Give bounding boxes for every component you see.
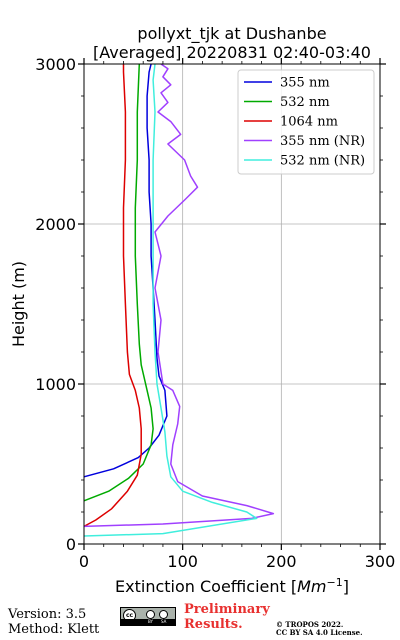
cc-by-label: BY [148, 619, 153, 624]
x-tick-label: 300 [365, 552, 396, 571]
y-tick-label: 3000 [35, 55, 76, 74]
cc-sa-label: SA [161, 619, 167, 624]
method-label: Method: Klett [8, 622, 100, 637]
preliminary-line-1: Preliminary [184, 602, 270, 617]
x-tick-label: 100 [167, 552, 198, 571]
x-axis-label-exponent: −1 [327, 576, 343, 589]
version-label: Version: 3.5 [8, 607, 87, 622]
copyright-line-2: CC BY SA 4.0 License. [276, 628, 363, 637]
y-tick-label: 2000 [35, 215, 76, 234]
x-axis-label: Extinction Coefficient [Mm−1] [115, 576, 349, 596]
preliminary-line-2: Results. [184, 617, 243, 632]
legend-label: 532 nm [280, 95, 330, 110]
y-tick-label: 1000 [35, 375, 76, 394]
cc-logo-icon: cc [123, 609, 136, 622]
x-tick-label: 200 [266, 552, 297, 571]
series-line-532-nm [83, 63, 154, 502]
series-line-355-nm-nr [83, 63, 275, 528]
copyright-notice: © TROPOS 2022. CC BY SA 4.0 License. [276, 621, 363, 637]
chart-title: pollyxt_tjk at Dushanbe [137, 24, 326, 44]
legend-box [237, 69, 375, 175]
plot-frame [83, 63, 381, 545]
axis-ticks [78, 58, 386, 550]
legend-label: 532 nm (NR) [280, 154, 365, 169]
cc-sa-icon [159, 610, 168, 619]
preliminary-results: Preliminary Results. [184, 602, 270, 632]
x-axis-label-prefix: Extinction Coefficient [ [115, 577, 297, 596]
copyright-line-1: © TROPOS 2022. [276, 620, 344, 629]
y-axis-label: Height (m) [9, 261, 28, 347]
series-line-532-nm-nr [83, 63, 258, 537]
cc-by-icon [146, 610, 155, 619]
cc-license-icon: cc BY SA [120, 607, 176, 626]
x-tick-label: 0 [79, 552, 89, 571]
legend-label: 355 nm (NR) [280, 134, 365, 149]
legend-entries: 355 nm 532 nm 1064 nm 355 nm (NR) 532 nm (NR… [244, 76, 365, 169]
legend-label: 355 nm [280, 76, 330, 91]
chart-subtitle: [Averaged] 20220831 02:40-03:40 [93, 43, 371, 62]
series-line-1064-nm [83, 64, 142, 528]
y-tick-label: 0 [66, 535, 76, 554]
cc-badge-bar [121, 619, 175, 625]
legend: 355 nm 532 nm 1064 nm 355 nm (NR) 532 nm (NR… [237, 69, 375, 175]
series-lines [83, 63, 275, 537]
x-axis-label-suffix: ] [343, 577, 349, 596]
legend-label: 1064 nm [280, 115, 338, 130]
x-axis-label-unit: Mm [297, 577, 326, 596]
